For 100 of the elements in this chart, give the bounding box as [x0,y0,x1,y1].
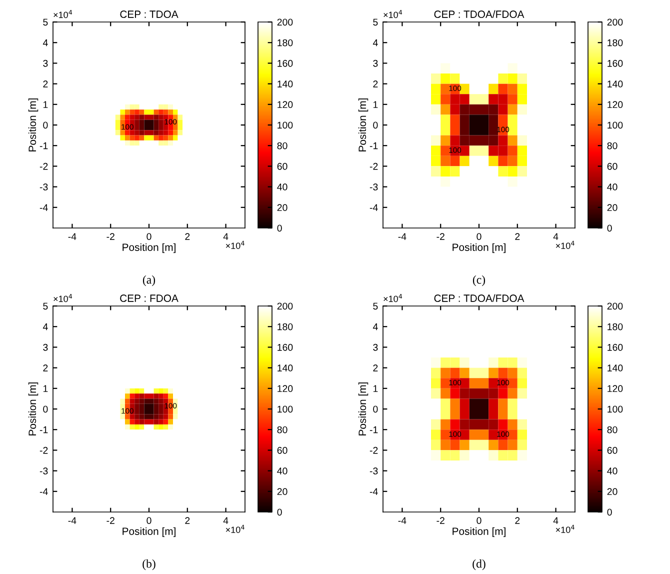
x-tick-label: -4 [398,517,406,524]
y-tick-label: 2 [373,80,378,88]
color-bar-label: 20 [607,488,618,496]
color-bar-label: 80 [277,426,288,434]
text: ×10$^{4}$ [226,240,244,249]
y-tick-label: 1 [373,101,378,108]
y-tick-label: 0 [373,122,378,129]
x-tick-label: 0 [146,517,152,524]
y-tick-label: -3 [370,468,378,474]
y-axis-title: Position [m] [28,98,38,152]
color-bar-label: 200 [277,302,293,310]
y-tick-label: 0 [43,406,48,413]
text: ×10$^{4}$ [226,524,244,533]
color-bar-label: 60 [607,162,618,170]
color-bar-label: 40 [277,468,288,474]
y-tick-label: 4 [42,323,48,330]
x-axis-title: Position [m] [452,243,506,254]
color-bar-label: 180 [608,39,623,46]
color-bar-label: 20 [277,488,288,496]
color-bar-label: 120 [278,385,293,392]
x-tick-label: 4 [553,233,558,240]
x-axis-title: Position [m] [452,527,506,538]
y-tick-label: -2 [370,162,378,170]
chart-title: CEP : TDOA/FDOA [434,10,524,18]
y-tick-label: 1 [43,385,48,392]
text: ×10$^{4}$ [384,294,402,302]
color-bar-label: 60 [277,162,288,170]
color-bar-label: 40 [277,184,288,190]
y-tick-label: 0 [43,122,48,129]
y-tick-label: 5 [373,302,378,310]
x-axis-title: Position [m] [122,243,176,254]
x-tick-label: 0 [476,233,482,240]
y-tick-label: 1 [43,101,48,108]
y-tick-label: 3 [373,60,378,67]
color-bar-label: 140 [608,364,623,372]
color-bar-label: 160 [278,60,293,67]
x-axis-title: Position [m] [122,527,176,538]
chart-title: CEP : FDOA [120,294,178,302]
y-tick-label: -1 [370,142,378,150]
x-tick-label: 2 [185,233,190,240]
y-tick-label: 4 [372,39,378,46]
text: ×10$^{4}$ [556,524,574,533]
text: (c) [472,275,486,286]
color-bar-label: 100 [608,122,623,129]
y-tick-label: 2 [43,80,48,88]
y-axis-title: Position [m] [358,382,368,436]
x-tick-label: 2 [185,517,190,524]
chart-title: CEP : TDOA [120,10,178,18]
y-tick-label: -3 [40,184,48,190]
y-tick-label: 2 [43,364,48,372]
color-bar-label: 160 [608,344,623,351]
x-tick-label: 0 [146,233,152,240]
y-tick-label: -3 [40,468,48,474]
color-bar-label: 60 [277,446,288,454]
color-bar-label: 0 [607,224,612,232]
color-bar-label: 80 [607,142,618,150]
y-tick-label: 5 [43,302,48,310]
y-tick-label: 5 [373,18,378,26]
color-bar-label: 180 [608,323,623,330]
x-tick-label: -2 [106,517,114,524]
y-tick-label: -4 [40,204,48,211]
x-tick-label: -4 [398,233,406,240]
color-bar-label: 200 [607,18,623,26]
color-bar-label: 100 [608,406,623,413]
x-tick-label: -2 [106,233,114,240]
y-tick-label: 3 [43,60,48,67]
y-tick-label: -4 [370,204,378,211]
y-tick-label: 0 [373,406,378,413]
x-tick-label: 4 [553,517,558,524]
color-bar-label: 180 [278,323,293,330]
y-tick-label: 3 [43,344,48,351]
color-bar-label: 140 [608,80,623,88]
text: (a) [142,275,156,286]
y-tick-label: -1 [40,426,48,434]
color-bar-label: 200 [607,302,623,310]
y-tick-label: 4 [372,323,378,330]
x-tick-label: -2 [436,233,444,240]
y-axis-title: Position [m] [358,98,368,152]
y-tick-label: -3 [370,184,378,190]
x-tick-label: 2 [515,517,520,524]
x-tick-label: -2 [436,517,444,524]
color-bar-label: 100 [278,406,293,413]
y-axis-title: Position [m] [28,382,38,436]
color-bar-label: 120 [608,385,623,392]
text: ×10$^{4}$ [556,240,574,249]
color-bar-label: 180 [278,39,293,46]
color-bar-label: 20 [607,204,618,212]
color-bar-label: 120 [608,101,623,108]
x-tick-label: 0 [476,517,482,524]
color-bar-label: 80 [277,142,288,150]
y-tick-label: -2 [40,162,48,170]
color-bar-label: 140 [278,364,293,372]
y-tick-label: 2 [373,364,378,372]
color-bar-label: 160 [608,60,623,67]
text: ×10$^{4}$ [384,10,402,18]
x-tick-label: 4 [223,233,228,240]
x-tick-label: 2 [515,233,520,240]
text: ×10$^{4}$ [54,294,72,302]
y-tick-label: -2 [370,446,378,454]
y-tick-label: -2 [40,446,48,454]
